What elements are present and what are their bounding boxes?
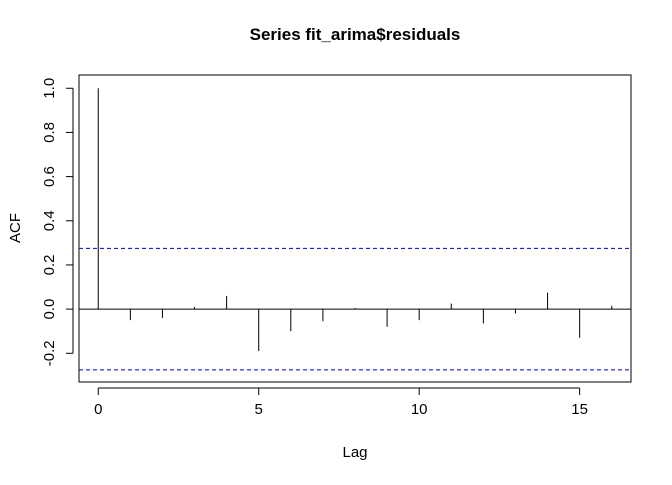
x-tick-label: 5	[255, 401, 263, 418]
acf-bars	[97, 88, 613, 352]
y-tick-label: 0.4	[41, 210, 58, 231]
reference-lines	[79, 247, 631, 371]
chart-title: Series fit_arima$residuals	[250, 25, 461, 44]
x-tick-label: 15	[571, 401, 588, 418]
y-tick-label: 0.0	[41, 299, 58, 320]
y-tick-label: 0.8	[41, 122, 58, 143]
y-tick-label: 0.6	[41, 166, 58, 187]
x-tick-label: 10	[411, 401, 428, 418]
x-axis: 0 5 10 15	[94, 387, 588, 418]
y-axis: -0.2 0.0 0.2 0.4 0.6 0.8 1.0	[41, 78, 74, 366]
x-axis-label: Lag	[342, 444, 367, 461]
y-axis-label: ACF	[7, 213, 24, 243]
y-tick-label: -0.2	[41, 340, 58, 366]
x-tick-label: 0	[94, 401, 102, 418]
plot-frame	[78, 74, 632, 383]
y-tick-label: 1.0	[41, 78, 58, 99]
y-tick-label: 0.2	[41, 255, 58, 276]
